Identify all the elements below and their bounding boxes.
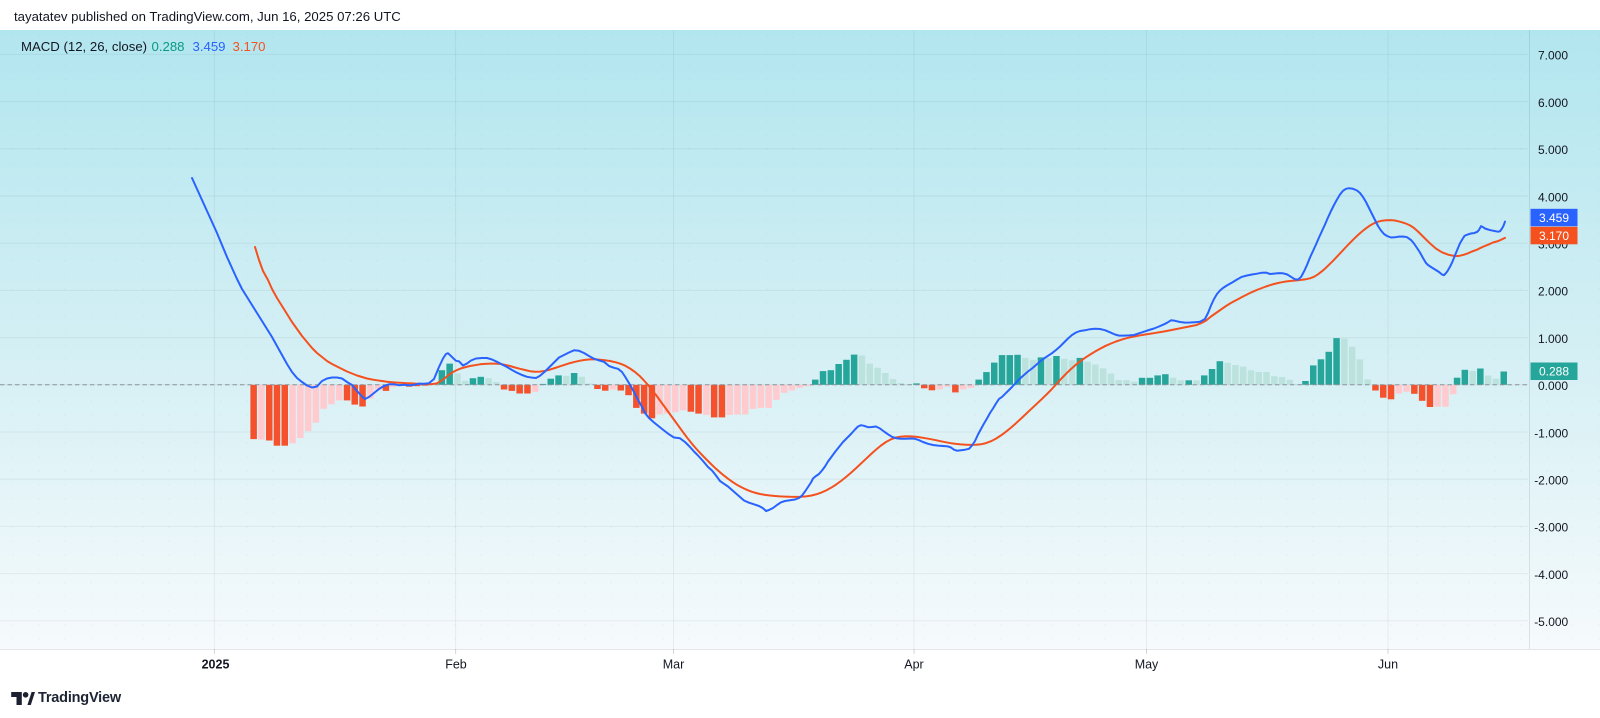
svg-text:-3.000: -3.000 [1534, 521, 1568, 535]
svg-text:Apr: Apr [904, 658, 923, 672]
svg-text:May: May [1135, 658, 1159, 672]
svg-text:3.170: 3.170 [1539, 229, 1569, 243]
svg-text:1.000: 1.000 [1538, 332, 1568, 346]
svg-text:-4.000: -4.000 [1534, 568, 1568, 582]
svg-text:7.000: 7.000 [1538, 49, 1568, 63]
svg-text:0.288: 0.288 [1539, 365, 1569, 379]
svg-text:Mar: Mar [663, 658, 685, 672]
svg-text:2025: 2025 [202, 658, 230, 672]
svg-text:Feb: Feb [445, 658, 467, 672]
svg-text:-5.000: -5.000 [1534, 615, 1568, 629]
svg-text:-1.000: -1.000 [1534, 426, 1568, 440]
svg-text:2.000: 2.000 [1538, 285, 1568, 299]
svg-text:Jun: Jun [1378, 658, 1398, 672]
svg-text:5.000: 5.000 [1538, 143, 1568, 157]
svg-text:0.000: 0.000 [1538, 379, 1568, 393]
svg-text:6.000: 6.000 [1538, 96, 1568, 110]
svg-text:-2.000: -2.000 [1534, 474, 1568, 488]
svg-text:4.000: 4.000 [1538, 190, 1568, 204]
svg-text:3.459: 3.459 [1539, 211, 1569, 225]
